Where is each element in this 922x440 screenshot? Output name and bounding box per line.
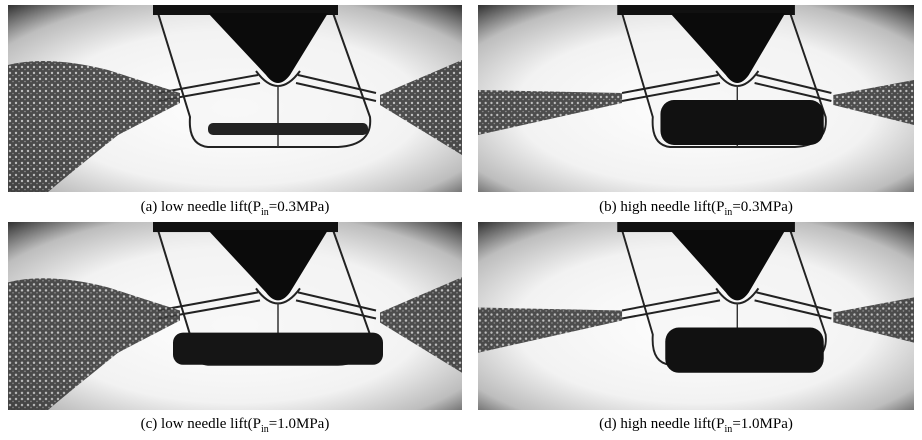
caption-tail: =1.0MPa) (732, 416, 793, 432)
caption-subscript: in (261, 424, 269, 435)
photo-d (478, 222, 914, 410)
caption-tail: =0.3MPa) (269, 199, 330, 215)
caption-subscript: in (261, 207, 269, 218)
caption-subscript: in (725, 424, 733, 435)
caption-text: (a) low needle lift(P (141, 199, 261, 215)
photo-b (478, 5, 914, 192)
caption-text: (d) high needle lift(P (599, 416, 724, 432)
caption-text: (c) low needle lift(P (141, 416, 261, 432)
caption-subscript: in (725, 207, 733, 218)
figure: (a) low needle lift(Pin=0.3MPa)(b) high … (0, 0, 922, 435)
photo-c (8, 222, 462, 410)
caption: (b) high needle lift(Pin=0.3MPa) (599, 199, 793, 218)
caption-text: (b) high needle lift(P (599, 199, 724, 215)
caption-tail: =0.3MPa) (732, 199, 793, 215)
photo-a (8, 5, 462, 192)
caption: (d) high needle lift(Pin=1.0MPa) (599, 416, 793, 435)
caption-tail: =1.0MPa) (269, 416, 330, 432)
caption: (a) low needle lift(Pin=0.3MPa) (141, 199, 330, 218)
caption: (c) low needle lift(Pin=1.0MPa) (141, 416, 330, 435)
